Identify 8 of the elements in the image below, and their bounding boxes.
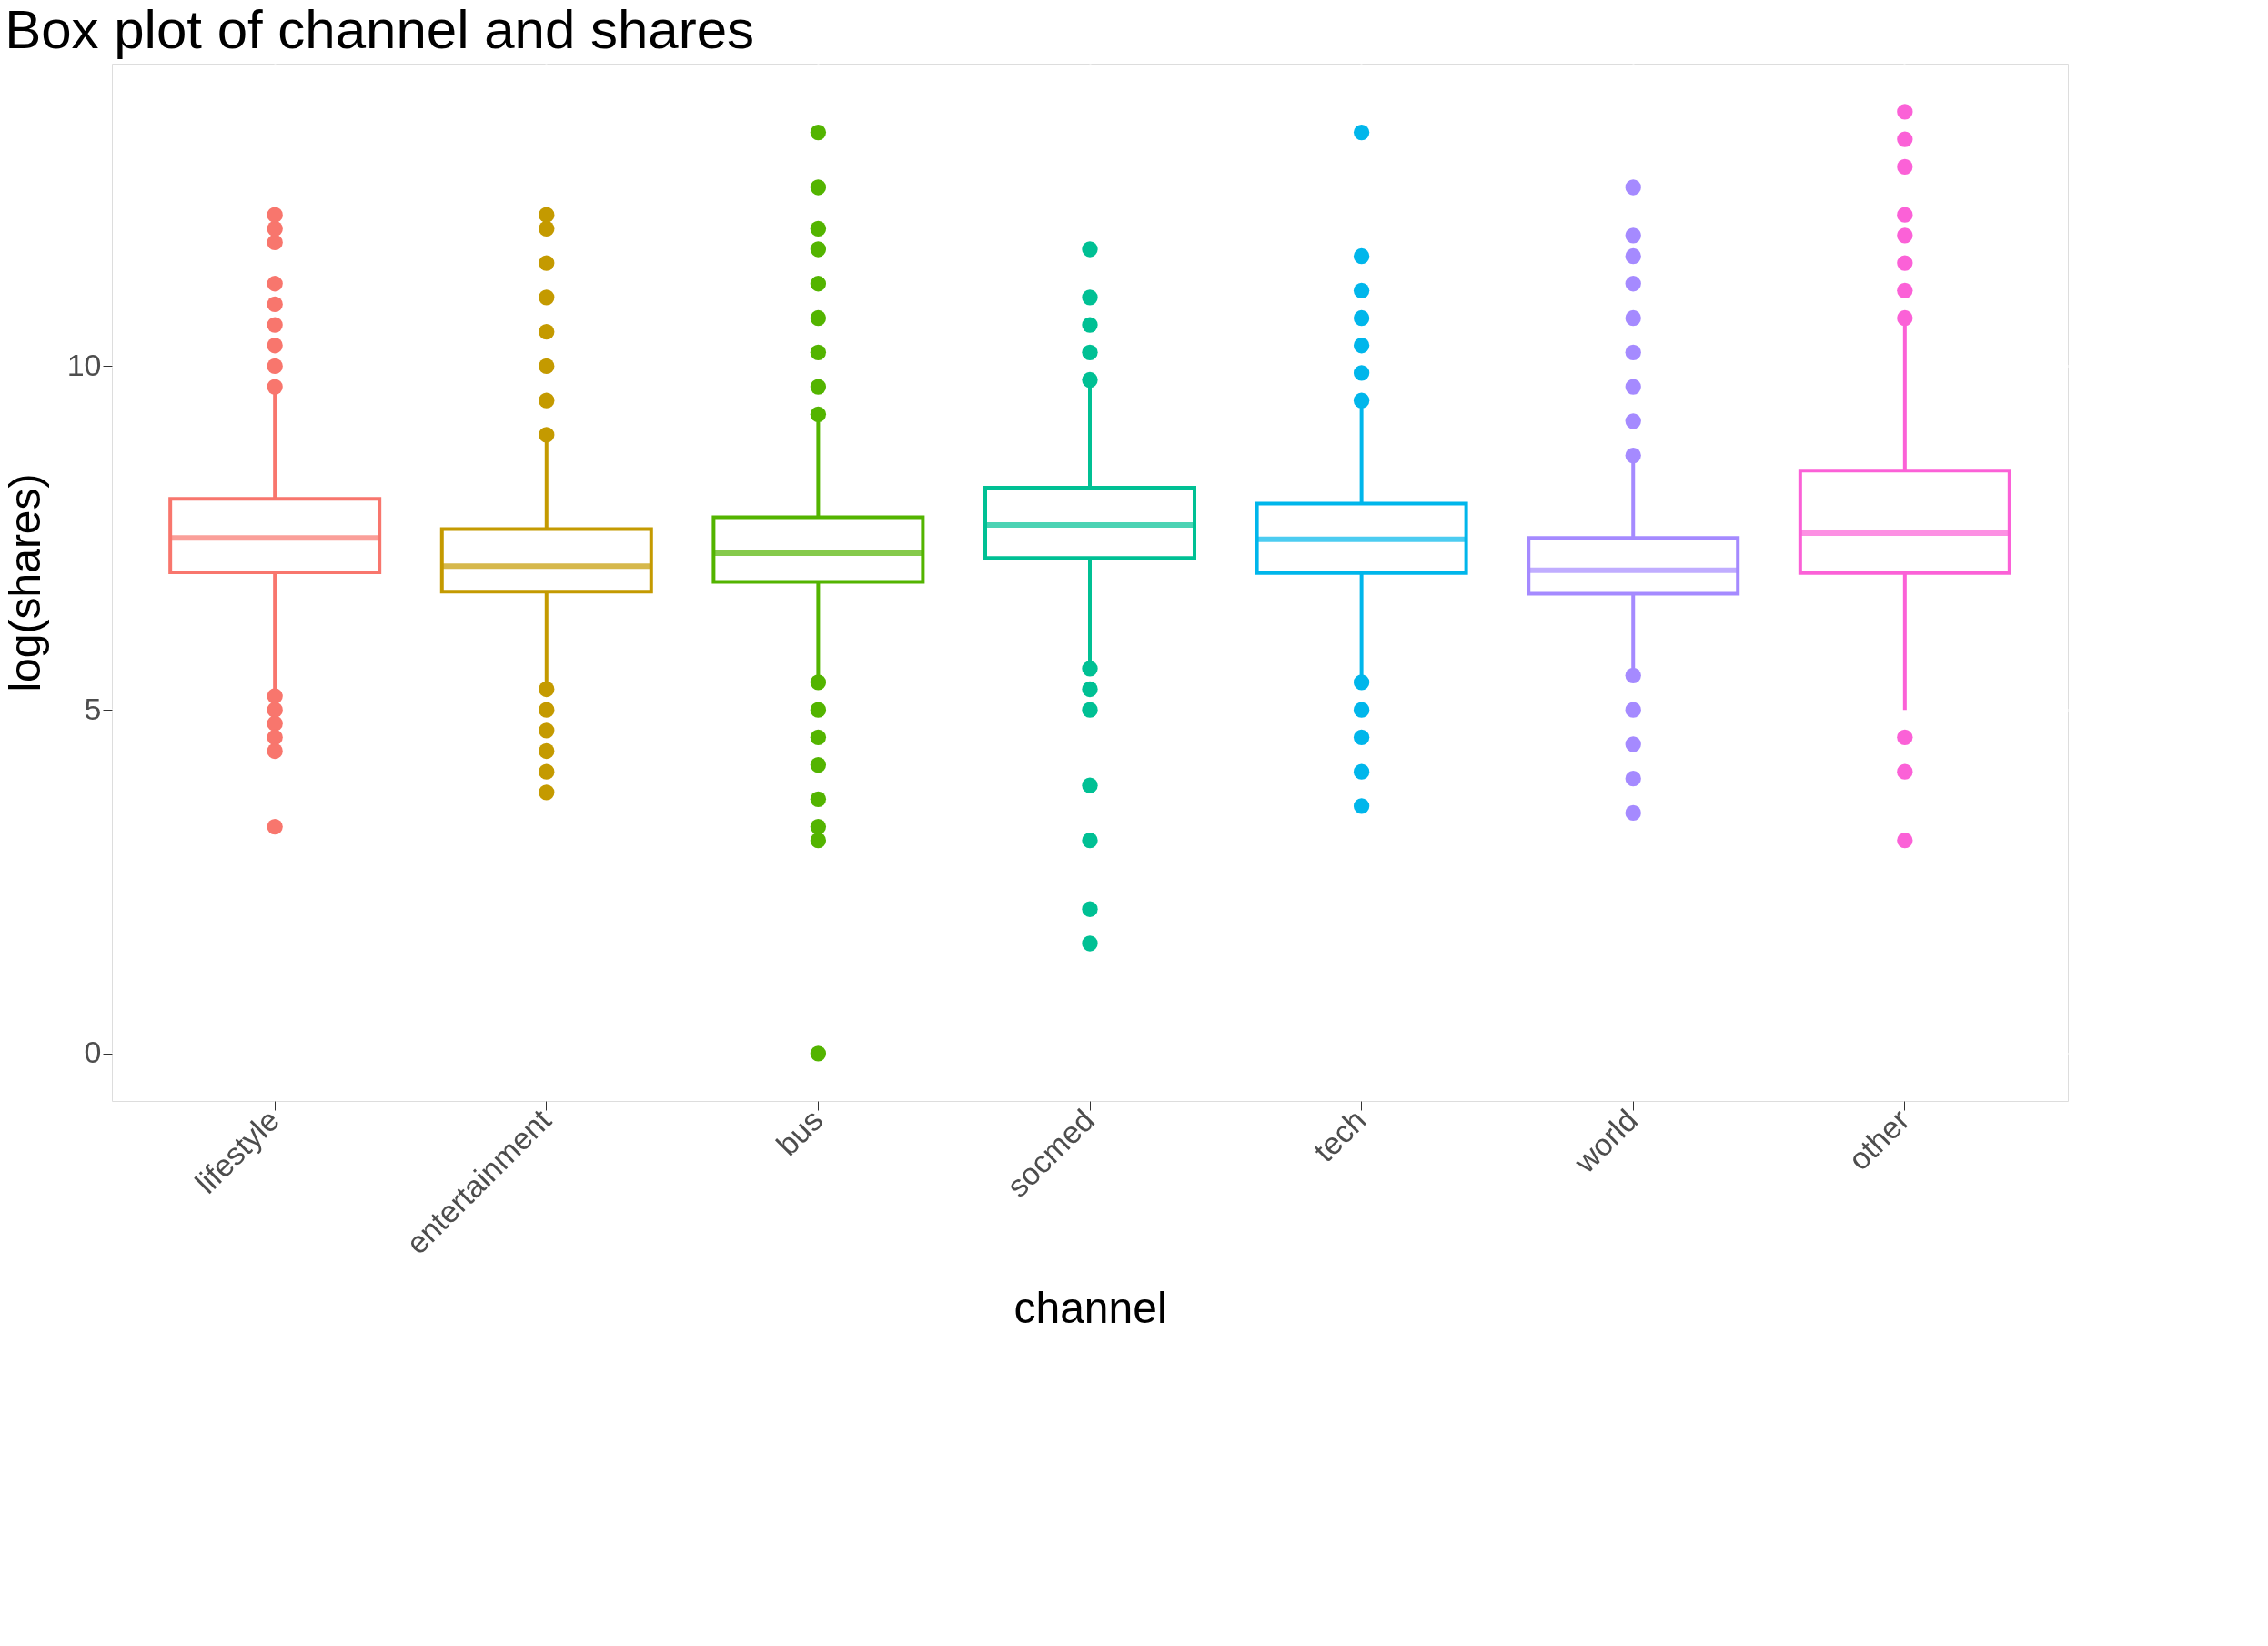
y-axis-title: log(shares) — [0, 473, 49, 692]
chart-title: Box plot of channel and shares — [5, 0, 755, 60]
y-tick-label: 10 — [66, 347, 102, 382]
x-axis-title: channel — [1013, 1283, 1167, 1332]
x-tick-label: bus — [769, 1102, 830, 1163]
x-tick-label: tech — [1306, 1102, 1373, 1168]
y-tick-label: 0 — [84, 1035, 102, 1070]
y-tick-label: 5 — [84, 691, 102, 726]
